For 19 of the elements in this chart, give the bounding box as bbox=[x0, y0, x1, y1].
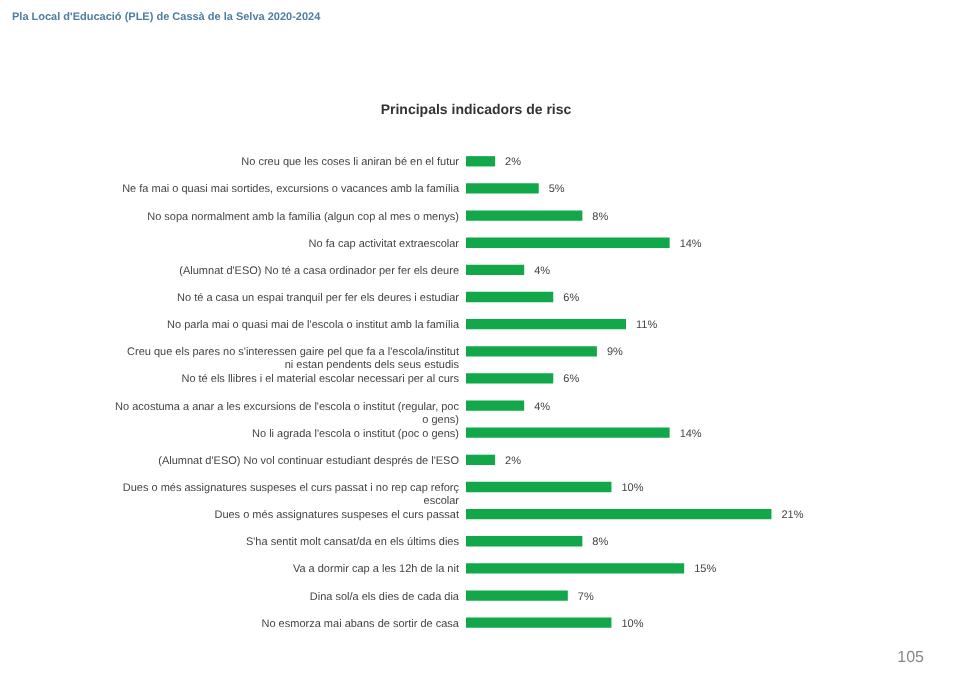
text: 105 bbox=[897, 648, 924, 666]
bar bbox=[466, 373, 554, 384]
bar bbox=[466, 318, 626, 330]
bar bbox=[466, 291, 554, 303]
bar bbox=[466, 481, 612, 493]
bar bbox=[466, 156, 496, 167]
bar bbox=[466, 536, 583, 547]
bar bbox=[466, 400, 525, 411]
bar bbox=[466, 590, 568, 601]
bar bbox=[466, 427, 670, 438]
bar bbox=[466, 346, 597, 357]
bar bbox=[466, 210, 583, 221]
bar bbox=[466, 563, 685, 574]
bar bbox=[466, 264, 525, 276]
bar bbox=[466, 454, 496, 466]
bar bbox=[466, 237, 670, 248]
bar bbox=[466, 617, 612, 628]
bar bbox=[466, 508, 772, 520]
bar bbox=[466, 183, 539, 194]
